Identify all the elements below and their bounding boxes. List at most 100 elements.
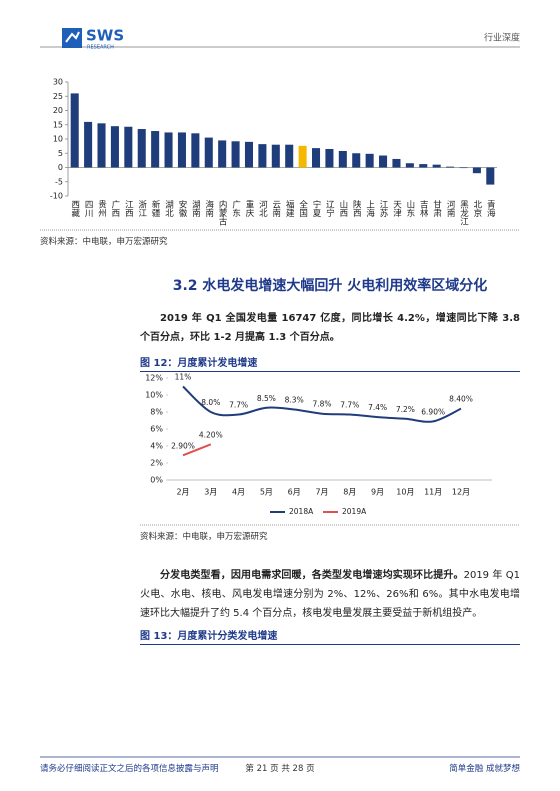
y-tick-label: 30 bbox=[53, 78, 63, 87]
bar bbox=[392, 158, 401, 168]
x-tick-label: 湖北 bbox=[164, 200, 174, 218]
data-label: 7.7% bbox=[229, 401, 248, 410]
footer-page: 第 21 页 共 28 页 bbox=[245, 764, 315, 774]
y-tick-label: 10 bbox=[53, 135, 63, 144]
x-tick-label: 四川 bbox=[83, 200, 93, 217]
y-tick-label: 15 bbox=[53, 120, 63, 129]
x-tick-label: 6月 bbox=[288, 488, 301, 497]
logo-icon bbox=[62, 28, 82, 48]
y-tick-label: 12% bbox=[145, 374, 163, 383]
figure-caption: 图 12：月度累计发电增速 bbox=[140, 354, 520, 372]
x-tick-label: 广东 bbox=[231, 199, 241, 217]
bar bbox=[472, 167, 481, 174]
logo-subtext: RESEARCH bbox=[87, 45, 114, 51]
bar bbox=[285, 144, 294, 168]
x-tick-label: 2月 bbox=[176, 488, 189, 497]
y-tick-label: 0 bbox=[58, 163, 63, 172]
bar bbox=[244, 141, 254, 168]
data-label: 4.20% bbox=[199, 430, 223, 439]
bar bbox=[446, 166, 455, 168]
bar bbox=[84, 121, 93, 168]
bar bbox=[432, 164, 441, 168]
x-tick-label: 山东 bbox=[405, 199, 415, 217]
source: 资料来源：中电联，申万宏源研究 bbox=[40, 237, 168, 247]
legend-label: 2019A bbox=[342, 507, 367, 516]
bar bbox=[70, 93, 79, 168]
data-label: 7.8% bbox=[312, 400, 331, 409]
x-tick-label: 上海 bbox=[365, 200, 375, 218]
y-tick-label: 2% bbox=[150, 459, 163, 468]
bar bbox=[325, 148, 334, 168]
bar bbox=[352, 153, 361, 168]
y-tick-label: 5 bbox=[58, 149, 63, 158]
data-label: 8.3% bbox=[285, 395, 304, 404]
paragraph: 2019 年 Q1 全国发电量 16747 亿度，同比增长 4.2%，增速同比下… bbox=[140, 313, 520, 343]
x-tick-label: 陕西 bbox=[351, 199, 361, 218]
section-heading: 3.2 水电发电增速大幅回升 火电利用效率区域分化 bbox=[172, 278, 488, 294]
bar bbox=[459, 167, 468, 169]
logo-icon-mark bbox=[65, 31, 80, 43]
series-line bbox=[182, 443, 212, 457]
x-tick-label: 甘肃 bbox=[432, 199, 442, 218]
x-tick-label: 云南 bbox=[271, 200, 281, 217]
bar bbox=[298, 145, 307, 168]
data-label: 2.90% bbox=[171, 441, 195, 450]
x-tick-label: 8月 bbox=[343, 488, 356, 497]
x-tick-label: 12月 bbox=[452, 488, 470, 497]
x-tick-label: 贵州 bbox=[97, 199, 107, 217]
x-tick-label: 西藏 bbox=[70, 200, 80, 218]
footer-slogan: 简单金融 成就梦想 bbox=[449, 764, 520, 774]
x-tick-label: 浙江 bbox=[137, 199, 147, 218]
bar bbox=[137, 129, 146, 168]
data-label: 7.7% bbox=[340, 401, 359, 410]
bar bbox=[164, 132, 173, 168]
x-tick-label: 重庆 bbox=[244, 199, 254, 218]
x-tick-label: 北京 bbox=[472, 200, 482, 218]
bar bbox=[271, 144, 280, 168]
bar bbox=[311, 148, 321, 168]
x-tick-label: 海南 bbox=[204, 199, 214, 217]
bar bbox=[405, 163, 414, 168]
y-tick-label: 4% bbox=[150, 442, 163, 451]
y-tick-label: 10% bbox=[145, 391, 163, 400]
bar bbox=[486, 167, 495, 185]
y-tick-label: 8% bbox=[150, 408, 163, 417]
paragraph-lead: 分发电类型看，因用电需求回暖，各类型发电增速均实现环比提升。 bbox=[160, 570, 464, 581]
x-tick-label: 3月 bbox=[204, 488, 217, 497]
x-tick-label: 青海 bbox=[485, 199, 495, 218]
paragraph-body: 2019 年 Q1 火电、水电、核电、风电发电增速分别为 2%、12%、26%和… bbox=[140, 570, 520, 619]
y-tick-label: 25 bbox=[53, 92, 63, 101]
y-tick-label: 20 bbox=[53, 106, 63, 115]
y-tick-label: -5 bbox=[55, 177, 63, 186]
footer-disclaimer: 请务必仔细阅读正文之后的各项信息披露与声明 bbox=[40, 764, 219, 774]
paragraph: 分发电类型看，因用电需求回暖，各类型发电增速均实现环比提升。2019 年 Q1 … bbox=[140, 566, 520, 623]
bar bbox=[191, 133, 200, 168]
x-tick-label: 山西 bbox=[338, 199, 348, 218]
x-tick-label: 河南 bbox=[445, 199, 455, 217]
bar bbox=[338, 150, 347, 168]
x-tick-label: 4月 bbox=[232, 488, 245, 497]
x-tick-label: 天津 bbox=[391, 200, 401, 218]
x-tick-label: 宁夏 bbox=[311, 199, 321, 217]
x-tick-label: 广西 bbox=[110, 199, 120, 218]
x-tick-label: 全国 bbox=[298, 199, 308, 218]
figure-caption: 图 13：月度累计分类发电增速 bbox=[140, 627, 520, 645]
bar bbox=[204, 137, 213, 168]
bar bbox=[97, 123, 106, 168]
x-tick-label: 9月 bbox=[371, 488, 384, 497]
x-tick-label: 湖南 bbox=[190, 200, 200, 217]
data-label: 8.0% bbox=[201, 398, 220, 407]
bar bbox=[379, 155, 388, 168]
bar bbox=[151, 131, 160, 168]
x-tick-label: 辽宁 bbox=[324, 200, 334, 217]
data-label: 8.5% bbox=[257, 394, 276, 403]
x-tick-label: 江西 bbox=[123, 200, 133, 218]
data-label: 8.40% bbox=[449, 395, 473, 404]
x-tick-label: 福建 bbox=[284, 199, 294, 218]
x-tick-label: 7月 bbox=[315, 488, 328, 497]
source: 资料来源：中电联，申万宏源研究 bbox=[140, 532, 268, 542]
bar bbox=[419, 164, 428, 168]
series-line bbox=[182, 385, 462, 423]
